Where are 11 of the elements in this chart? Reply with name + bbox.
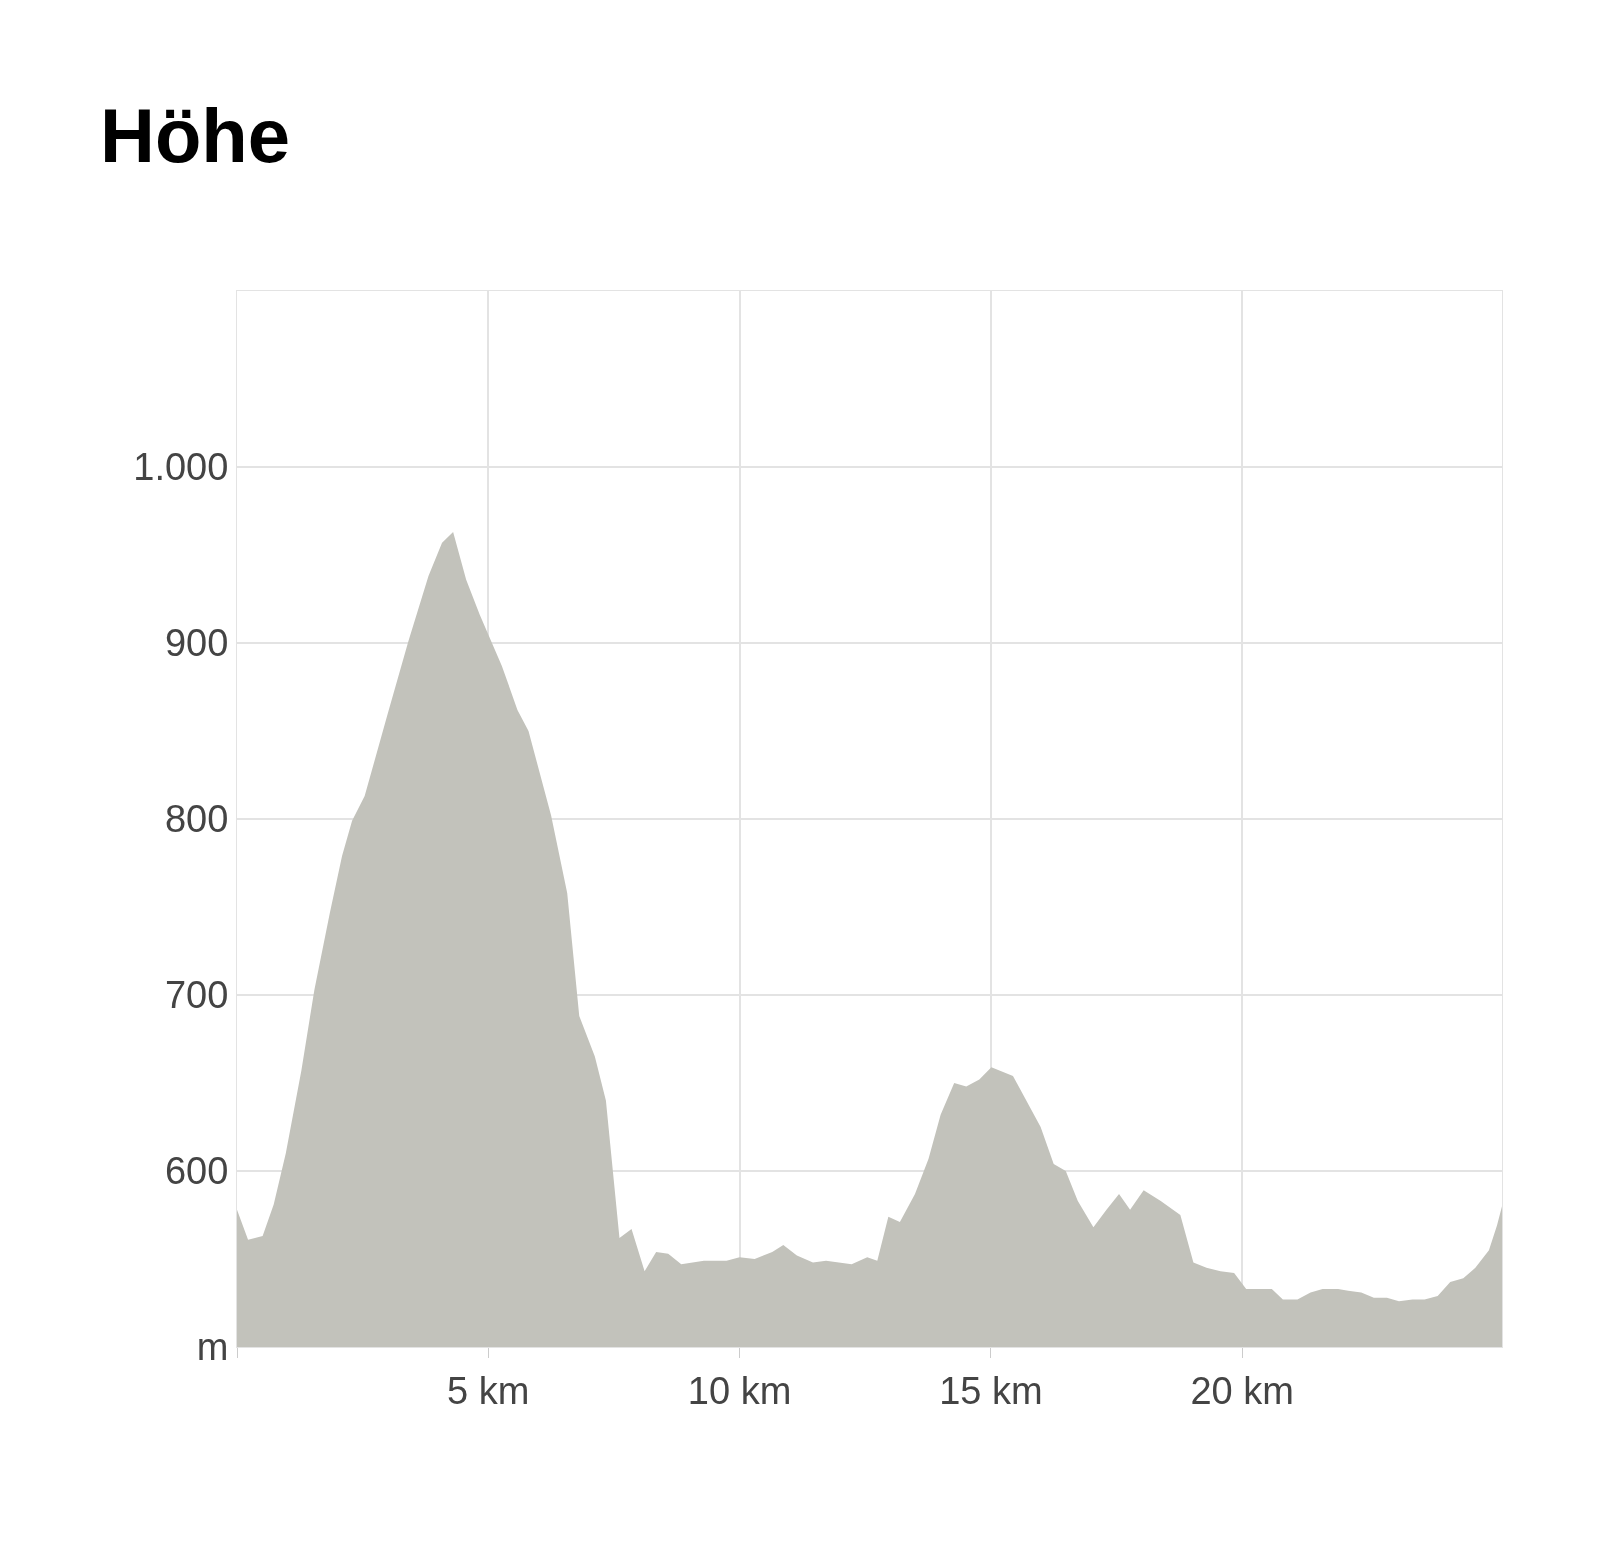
y-tick-label: 1.000	[133, 446, 229, 489]
y-tick-label: 800	[164, 798, 229, 841]
x-tick-label: 5 km	[447, 1369, 530, 1412]
x-tick-label: 15 km	[939, 1369, 1043, 1412]
chart-title: Höhe	[100, 92, 290, 178]
y-tick-label: 900	[164, 622, 229, 665]
x-tick-label: 10 km	[687, 1369, 792, 1412]
y-tick-label: m	[196, 1326, 229, 1369]
x-tick-label: 20 km	[1190, 1369, 1294, 1412]
y-tick-label: 700	[164, 974, 229, 1017]
y-tick-label: 600	[164, 1150, 229, 1193]
